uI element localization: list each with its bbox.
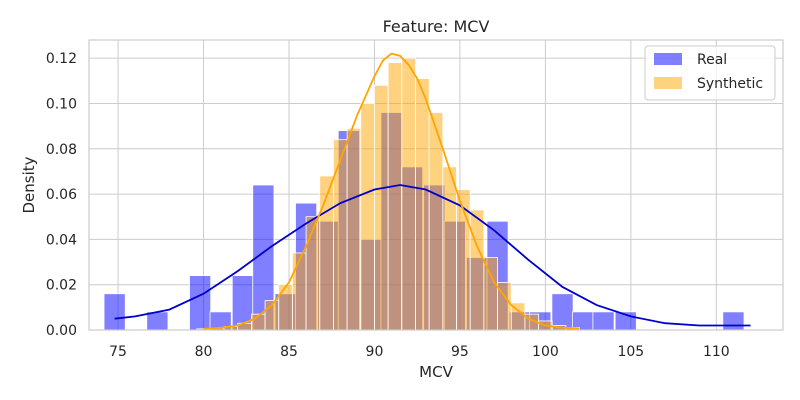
bars-synthetic [196, 57, 580, 331]
legend-label-real: Real [697, 52, 727, 68]
bar-synthetic [387, 62, 403, 331]
bar-real [231, 275, 254, 331]
plot-frame [88, 39, 784, 331]
bar-synthetic [333, 139, 348, 331]
chart-title: Feature: MCV [383, 17, 490, 36]
legend-label-synthetic: Synthetic [697, 76, 763, 92]
bar-real [592, 311, 615, 331]
y-tick-labels: 0.00 0.02 0.04 0.06 0.08 0.10 0.12 [46, 51, 77, 339]
legend: Real Synthetic [644, 45, 776, 101]
x-tick-label: 100 [532, 344, 559, 360]
bar-synthetic [346, 127, 362, 331]
y-tick-label: 0.06 [46, 187, 77, 203]
bar-real [722, 311, 745, 331]
x-tick-label: 75 [109, 344, 127, 360]
kde-line-synthetic [203, 52, 580, 330]
x-tick-labels: 75 80 85 90 95 100 105 110 [109, 344, 730, 360]
y-axis-label: Density [20, 156, 38, 213]
bar-synthetic [278, 284, 293, 331]
bar-synthetic [360, 103, 375, 331]
y-tick-label: 0.00 [46, 323, 77, 339]
x-tick-label: 90 [366, 344, 384, 360]
bar-real [103, 293, 126, 331]
bar-real [572, 311, 595, 331]
x-tick-label: 95 [451, 344, 469, 360]
bar-real [146, 311, 169, 331]
x-axis-label: MCV [419, 363, 453, 381]
x-tick-label: 110 [703, 344, 730, 360]
bar-synthetic [469, 209, 485, 331]
bar-real [551, 293, 574, 331]
bar-synthetic [374, 84, 389, 331]
bar-synthetic [401, 57, 416, 331]
legend-swatch-synthetic [654, 77, 682, 89]
bar-synthetic [442, 166, 457, 331]
legend-swatch-real [654, 53, 682, 65]
x-tick-label: 105 [617, 344, 644, 360]
y-tick-label: 0.08 [46, 142, 77, 158]
x-tick-label: 80 [195, 344, 213, 360]
bar-synthetic [292, 252, 307, 331]
kde-lines [114, 52, 751, 330]
bar-real [189, 275, 212, 331]
bar-synthetic [483, 257, 498, 331]
y-tick-label: 0.12 [46, 51, 77, 67]
bar-synthetic [305, 216, 321, 331]
y-tick-label: 0.02 [46, 278, 77, 294]
y-tick-label: 0.04 [46, 232, 77, 248]
y-tick-label: 0.10 [46, 96, 77, 112]
kde-line-real [114, 184, 751, 327]
bar-synthetic [415, 78, 430, 331]
x-tick-label: 85 [280, 344, 298, 360]
bar-synthetic [319, 175, 334, 331]
